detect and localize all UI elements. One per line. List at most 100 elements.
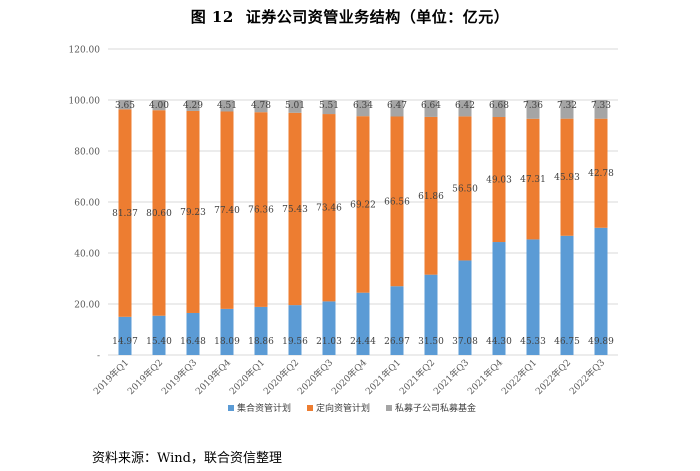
data-label: 3.65 [115,101,135,111]
bar-segment [288,112,302,306]
bar-segment [492,117,506,243]
bar-segment [594,227,608,355]
bar-segment [118,109,132,317]
bar-segment [424,100,438,117]
bar-segment [492,99,506,118]
data-label: 7.32 [557,101,577,111]
x-tick-label: 2020年Q4 [329,356,370,397]
data-label: 7.33 [591,101,611,111]
data-label: 37.08 [452,337,478,347]
bar-segment [220,308,234,355]
bar-segment [492,242,506,355]
data-label: 69.22 [350,200,376,210]
data-label: 49.89 [588,337,614,347]
data-label: 47.31 [520,175,546,185]
bar-segment [356,100,370,117]
data-label: 76.36 [248,206,274,216]
bar-segment [118,316,132,355]
data-label: 6.64 [421,101,441,111]
data-label: 5.51 [319,101,339,111]
data-label: 79.23 [180,208,206,218]
bar-segment [458,260,472,355]
bar-segment [152,100,166,111]
x-tick-label: 2020年Q2 [261,357,301,397]
data-label: 75.43 [282,205,308,215]
data-label: 6.47 [387,101,407,111]
bar-segment [356,292,370,355]
bar-segment [322,114,336,302]
figure-number: 图 12 [190,8,234,26]
data-label: 6.34 [353,101,373,111]
bar-segment [288,305,302,355]
bar-segment [356,116,370,293]
legend-label: 集合资管计划 [237,402,291,414]
legend-swatch [228,405,234,411]
x-tick-label: 2019年Q2 [125,357,165,397]
bar-segment [390,286,404,355]
bar-segment [390,100,404,117]
data-label: 18.86 [248,337,274,347]
data-label: 26.97 [384,337,410,347]
x-tick-label: 2022年Q1 [499,357,539,397]
x-tick-label: 2020年Q1 [227,357,267,397]
bar-segment [322,100,336,115]
data-label: 18.09 [214,337,240,347]
data-label: 5.01 [285,101,305,111]
legend-label: 定向资管计划 [316,402,370,414]
bar-segment [322,301,336,355]
bar-segment [254,100,268,113]
bar-segment [560,118,574,236]
data-label: 4.51 [217,101,237,111]
data-label: 80.60 [146,209,172,219]
x-tick-label: 2019年Q3 [159,356,200,397]
data-label: 4.29 [183,101,203,111]
data-label: 7.36 [523,101,543,111]
bar-segment [152,315,166,355]
bar-segment [186,312,200,355]
y-tick-label: 100.00 [69,97,101,107]
data-label: 44.30 [486,337,512,347]
stacked-bar-chart: - 20.00 40.00 60.00 80.00 100.00 120.00 14.97 81… [69,46,618,414]
source-note: 资料来源：Wind，联合资信整理 [92,451,282,466]
legend-swatch [386,405,392,411]
data-label: 49.03 [486,176,512,186]
data-label: 6.42 [455,101,475,111]
data-label: 45.33 [520,337,546,347]
bar-segment [390,116,404,287]
data-label: 14.97 [112,337,138,347]
bar-segment [186,110,200,313]
y-tick-label: - [97,352,100,362]
data-label: 31.50 [418,337,444,347]
bar-segment [118,100,132,110]
data-label: 56.50 [452,184,478,194]
bar-segment [594,100,608,119]
bar-segment [526,100,540,119]
bar-segment [424,116,438,275]
x-tick-label: 2021年Q1 [363,357,403,397]
data-label: 6.68 [489,101,509,111]
bar-segment [152,110,166,316]
bar-segment [186,100,200,111]
x-tick-label: 2021年Q3 [431,356,472,397]
bar-segment [594,118,608,228]
data-label: 24.44 [350,337,376,347]
y-tick-label: 60.00 [74,199,100,209]
bar-segment [254,112,268,307]
data-label: 4.00 [149,101,169,111]
y-tick-label: 120.00 [69,46,101,56]
y-tick-label: 20.00 [74,301,100,311]
data-label: 46.75 [554,337,580,347]
x-tick-label: 2022年Q2 [533,357,573,397]
bar-segment [458,116,472,261]
x-tick-label: 2022年Q3 [567,356,608,397]
bar-segment [526,118,540,240]
x-tick-label: 2019年Q1 [91,357,131,397]
x-tick-label: 2020年Q3 [295,356,336,397]
y-tick-label: 40.00 [74,250,100,260]
data-label: 61.86 [418,192,444,202]
legend-label: 私募子公司私募基金 [395,402,476,414]
bar-segment [220,100,234,112]
data-label: 45.93 [554,173,580,183]
chart-title: 图 12 证券公司资管业务结构（单位：亿元） [0,6,700,27]
x-tick-label: 2021年Q4 [465,356,506,397]
